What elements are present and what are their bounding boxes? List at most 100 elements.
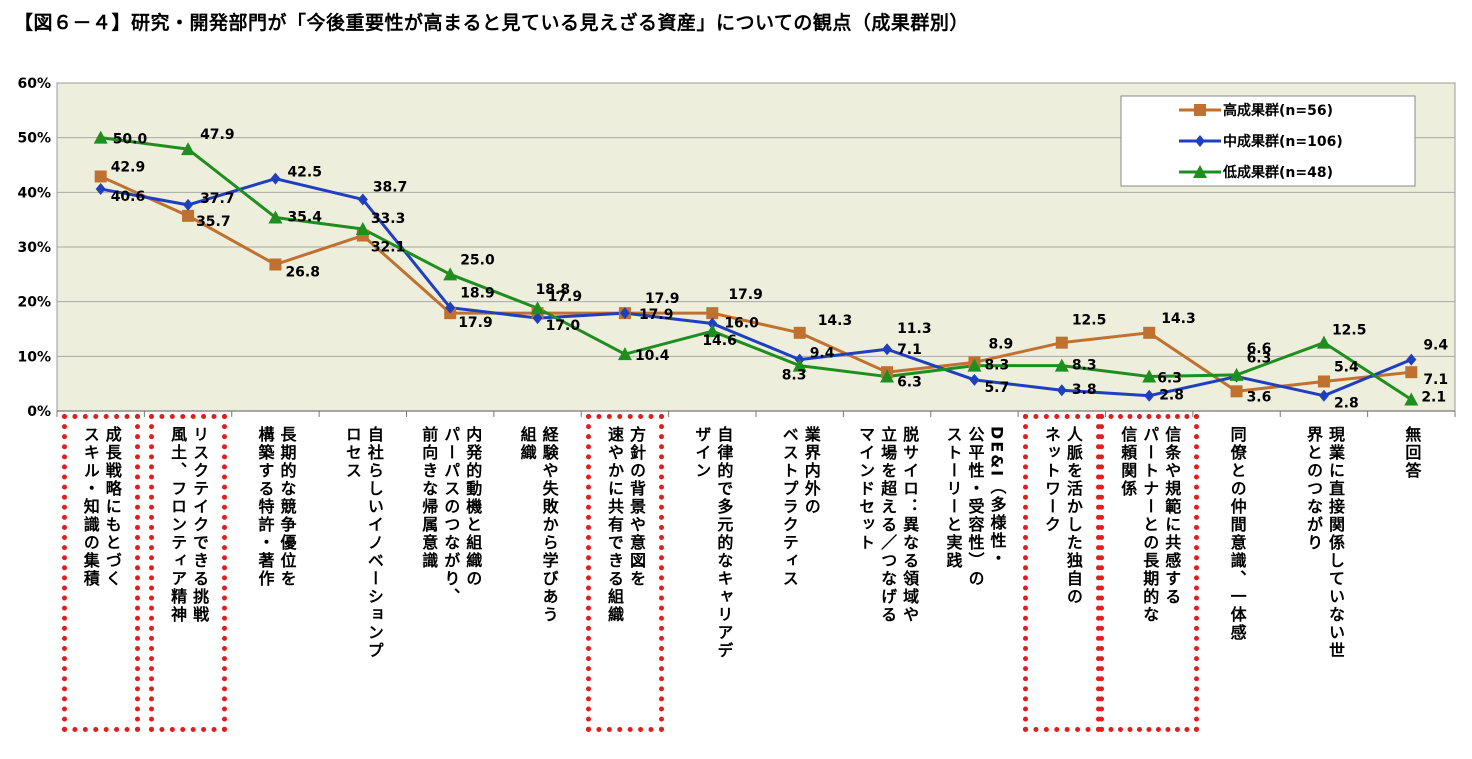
data-label: 3.8: [1072, 382, 1097, 398]
y-tick-label: 30%: [17, 240, 51, 256]
data-label: 17.9: [458, 315, 493, 331]
series-line: [100, 175, 1412, 393]
category-highlight-box: [585, 414, 664, 732]
data-point: [1054, 358, 1069, 372]
data-label: 9.4: [1423, 338, 1448, 354]
category-label: 内発的動機と組織の パーパスのつながり、 前向きな帰属意識: [419, 426, 483, 606]
data-point: [707, 317, 718, 330]
data-label: 42.5: [287, 165, 322, 181]
category-label: 人脈を活かした独自の ネットワーク: [1041, 426, 1083, 606]
data-point: [1317, 375, 1330, 388]
data-label: 8.3: [1072, 358, 1097, 374]
y-tick-label: 0%: [27, 404, 51, 420]
data-point: [1144, 389, 1155, 402]
data-label: 47.9: [200, 127, 235, 143]
data-point: [1056, 384, 1067, 397]
data-point: [94, 170, 107, 183]
data-label: 6.3: [897, 375, 922, 391]
data-point: [880, 369, 895, 383]
data-point: [617, 347, 632, 361]
y-tick-label: 10%: [17, 349, 51, 365]
data-label: 9.4: [810, 346, 835, 362]
data-point: [268, 210, 283, 224]
data-label: 5.4: [1334, 359, 1359, 375]
data-point: [443, 267, 458, 281]
data-label: 17.9: [728, 287, 763, 303]
data-label: 17.9: [645, 291, 680, 307]
data-label: 25.0: [460, 252, 495, 268]
data-point: [1055, 336, 1068, 349]
data-label: 50.0: [113, 132, 148, 148]
data-label: 12.5: [1072, 313, 1107, 329]
data-label: 42.9: [111, 159, 146, 175]
data-label: 6.3: [1157, 371, 1182, 387]
data-point: [183, 198, 194, 211]
data-label: 10.4: [635, 348, 670, 364]
category-label: 無回答: [1402, 426, 1422, 480]
data-point: [1142, 369, 1157, 383]
data-label: 2.8: [1159, 388, 1184, 404]
legend-marker: [1195, 135, 1205, 147]
data-label: 18.9: [460, 286, 495, 302]
y-tick-label: 20%: [17, 295, 51, 311]
data-label: 8.3: [984, 358, 1009, 374]
legend-box: [1120, 95, 1416, 187]
chart-title: 【図６－４】研究・開発部門が「今後重要性が高まると見ている見えざる資産」について…: [14, 12, 969, 34]
data-label: 8.3: [782, 368, 807, 384]
category-label: リスクテイクできる挑戦 風土、フロンティア精神: [168, 426, 210, 624]
data-point: [967, 358, 982, 372]
data-label: 3.6: [1247, 389, 1272, 405]
data-label: 40.6: [111, 189, 146, 205]
data-label: 17.9: [548, 289, 583, 305]
data-label: 37.7: [200, 191, 235, 207]
data-point: [182, 209, 195, 222]
data-label: 8.9: [988, 336, 1013, 352]
legend-label: 低成果群(n=48): [1222, 164, 1333, 181]
data-point: [1230, 385, 1243, 398]
data-label: 14.3: [1161, 311, 1196, 327]
data-point: [181, 142, 196, 156]
category-highlight-box: [1099, 414, 1200, 732]
data-point: [706, 307, 719, 320]
data-label: 16.0: [724, 316, 759, 332]
data-label: 6.3: [1247, 351, 1272, 367]
data-point: [793, 326, 806, 339]
data-point: [269, 258, 282, 271]
data-label: 17.0: [546, 318, 581, 334]
data-point: [1404, 392, 1419, 406]
data-label: 35.4: [287, 209, 322, 225]
data-point: [530, 301, 545, 315]
category-label: 信条や規範に共感する パートナーとの長期的な 信頼関係: [1118, 426, 1182, 624]
series-line: [100, 177, 1412, 398]
data-point: [445, 301, 456, 314]
data-point: [792, 358, 807, 372]
data-label: 32.1: [371, 240, 406, 256]
category-highlight-box: [61, 414, 140, 732]
category-label: 経験や失敗から学びあう 組織: [517, 426, 559, 624]
data-label: 18.8: [536, 282, 571, 298]
data-point: [705, 324, 720, 338]
data-label: 33.3: [371, 211, 406, 227]
data-point: [357, 193, 368, 206]
series-line: [100, 136, 1413, 401]
data-label: 2.8: [1334, 396, 1359, 412]
data-label: 14.6: [702, 333, 737, 349]
data-label: 7.1: [897, 342, 922, 358]
category-label: 業界内外の ベストプラクティス: [779, 426, 821, 588]
data-label: 5.7: [984, 380, 1009, 396]
legend-marker: [1193, 165, 1207, 178]
data-point: [1318, 389, 1329, 402]
legend-label: 高成果群(n=56): [1223, 102, 1333, 119]
data-label: 12.5: [1332, 323, 1367, 339]
category-label: 同僚との仲間意識、一体感: [1227, 426, 1247, 642]
y-tick-label: 60%: [17, 76, 51, 92]
data-label: 11.3: [897, 321, 932, 337]
category-label: 自社らしいイノベーションプ ロセス: [342, 426, 384, 660]
category-label: 脱サイロ：異なる領域や 立場を超える／つなげる マインドセット: [856, 426, 920, 624]
data-point: [882, 343, 893, 356]
category-label: 長期的な競争優位を 構築する特許・著作: [255, 426, 297, 588]
category-label: 現業に直接関係していない世 界とのつながり: [1303, 426, 1345, 660]
data-point: [532, 312, 543, 325]
data-point: [93, 130, 108, 144]
